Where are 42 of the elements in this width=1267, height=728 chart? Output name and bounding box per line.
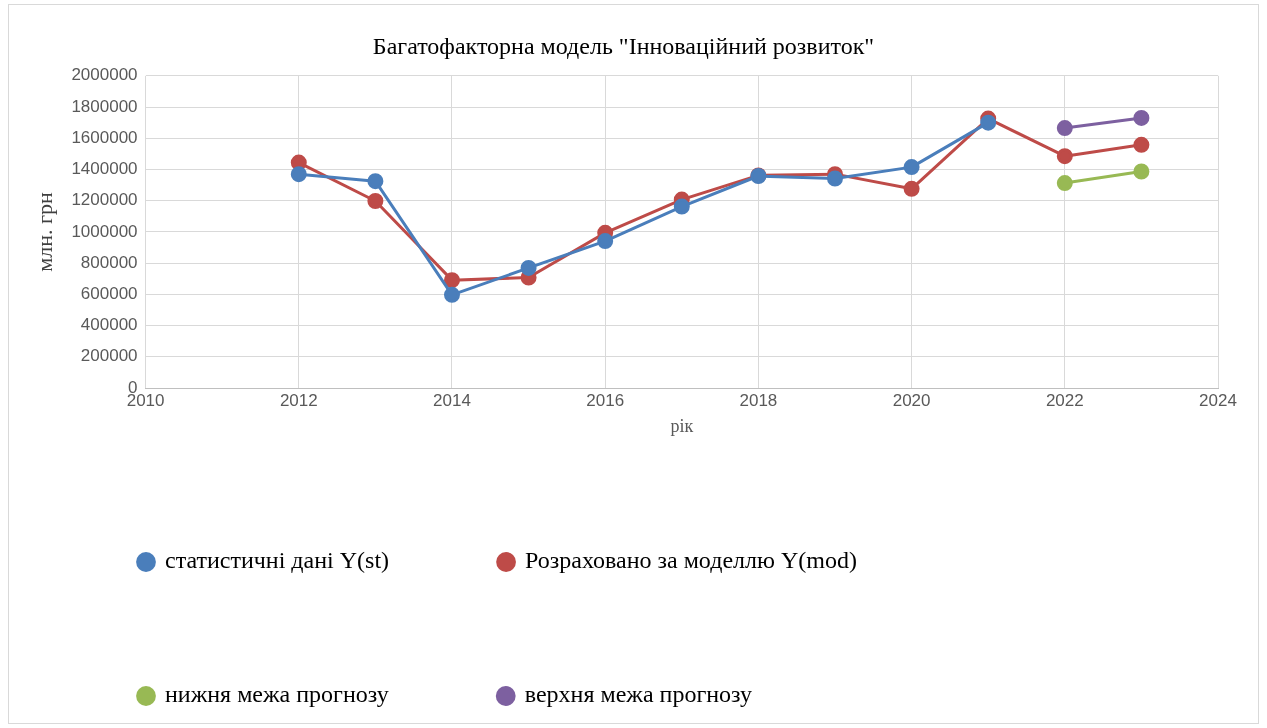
y-tick-label: 1400000 — [71, 159, 138, 179]
point — [903, 180, 920, 197]
legend-label: статистичні дані Y(st) — [165, 547, 390, 574]
x-tick-label: 2016 — [586, 390, 625, 410]
point — [1133, 109, 1150, 126]
x-tick-label: 2018 — [739, 390, 778, 410]
point — [980, 114, 997, 131]
legend-label: Розраховано за моделлю Y(mod) — [525, 547, 857, 574]
chart-title: Багатофакторна модель "Інноваційний розвиток" — [372, 32, 875, 59]
y-tick-label: 600000 — [80, 284, 138, 304]
x-axis-title: рік — [670, 415, 694, 436]
x-tick-label: 2014 — [433, 390, 471, 410]
point — [1056, 175, 1073, 192]
point — [1133, 163, 1150, 180]
legend-label: нижня межа прогнозу — [165, 681, 389, 708]
y-tick-label: 400000 — [80, 315, 138, 335]
y-axis-title: млн. грн — [31, 191, 57, 272]
point — [290, 166, 307, 183]
y-tick-label: 2000000 — [71, 65, 138, 85]
x-tick-label: 2020 — [892, 390, 931, 410]
x-tick-label: 2024 — [1199, 390, 1237, 410]
point — [520, 259, 537, 276]
point — [1133, 136, 1150, 153]
legend-label: верхня межа прогнозу — [524, 681, 753, 708]
point — [826, 170, 843, 187]
x-tick-label: 2022 — [1045, 390, 1084, 410]
x-tick-label: 2012 — [279, 390, 318, 410]
point — [367, 173, 384, 190]
y-tick-label: 1800000 — [71, 96, 138, 116]
point — [443, 286, 460, 303]
y-tick-label: 1600000 — [71, 127, 138, 147]
point — [367, 192, 384, 209]
point — [443, 272, 460, 289]
y-tick-label: 1200000 — [71, 190, 138, 210]
point — [673, 198, 690, 215]
y-tick-label: 1000000 — [71, 221, 138, 241]
y-tick-label: 800000 — [80, 252, 138, 272]
point — [903, 159, 920, 176]
point — [597, 233, 614, 250]
point — [1056, 148, 1073, 165]
point — [1056, 120, 1073, 137]
y-tick-label: 200000 — [80, 346, 138, 366]
